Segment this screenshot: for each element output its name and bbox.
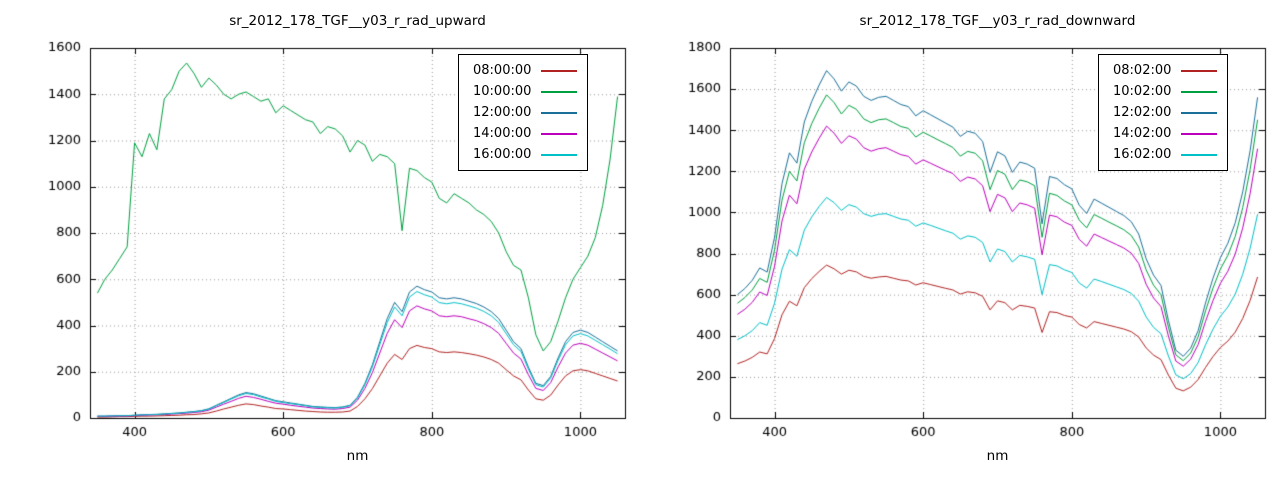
- legend-label: 08:00:00: [473, 63, 532, 78]
- legend-label: 10:00:00: [473, 84, 532, 99]
- legend-entry: 08:02:00: [1113, 60, 1218, 81]
- legend-entry: 14:00:00: [473, 123, 578, 144]
- chart-panel-upward: sr_2012_178_TGF__y03_r_rad_upward 08:00:…: [0, 0, 640, 480]
- legend-line-sample: [1181, 132, 1218, 135]
- chart-title-upward: sr_2012_178_TGF__y03_r_rad_upward: [229, 13, 486, 29]
- chart-title-downward: sr_2012_178_TGF__y03_r_rad_downward: [859, 13, 1136, 29]
- legend-line-sample: [541, 69, 578, 72]
- legend-downward: 08:02:00 10:02:00 12:02:00 14:02:00 16:02:00: [1098, 54, 1229, 171]
- legend-entry: 14:02:00: [1113, 123, 1218, 144]
- legend-line-sample: [541, 90, 578, 93]
- legend-label: 14:00:00: [473, 126, 532, 141]
- legend-line-sample: [541, 153, 578, 156]
- legend-upward: 08:00:00 10:00:00 12:00:00 14:00:00 16:00:00: [458, 54, 589, 171]
- legend-entry: 12:00:00: [473, 102, 578, 123]
- legend-label: 12:02:00: [1113, 105, 1172, 120]
- x-axis-label-upward: nm: [346, 448, 369, 464]
- legend-line-sample: [1181, 153, 1218, 156]
- legend-label: 16:00:00: [473, 147, 532, 162]
- legend-line-sample: [1181, 111, 1218, 114]
- legend-entry: 08:00:00: [473, 60, 578, 81]
- legend-line-sample: [541, 111, 578, 114]
- legend-entry: 10:00:00: [473, 81, 578, 102]
- legend-label: 16:02:00: [1113, 147, 1172, 162]
- legend-line-sample: [1181, 90, 1218, 93]
- legend-entry: 16:00:00: [473, 144, 578, 165]
- chart-panel-downward: sr_2012_178_TGF__y03_r_rad_downward 08:0…: [640, 0, 1280, 480]
- legend-label: 10:02:00: [1113, 84, 1172, 99]
- legend-entry: 16:02:00: [1113, 144, 1218, 165]
- legend-line-sample: [1181, 69, 1218, 72]
- legend-label: 08:02:00: [1113, 63, 1172, 78]
- legend-label: 14:02:00: [1113, 126, 1172, 141]
- legend-entry: 10:02:00: [1113, 81, 1218, 102]
- legend-line-sample: [541, 132, 578, 135]
- x-axis-label-downward: nm: [986, 448, 1009, 464]
- legend-label: 12:00:00: [473, 105, 532, 120]
- legend-entry: 12:02:00: [1113, 102, 1218, 123]
